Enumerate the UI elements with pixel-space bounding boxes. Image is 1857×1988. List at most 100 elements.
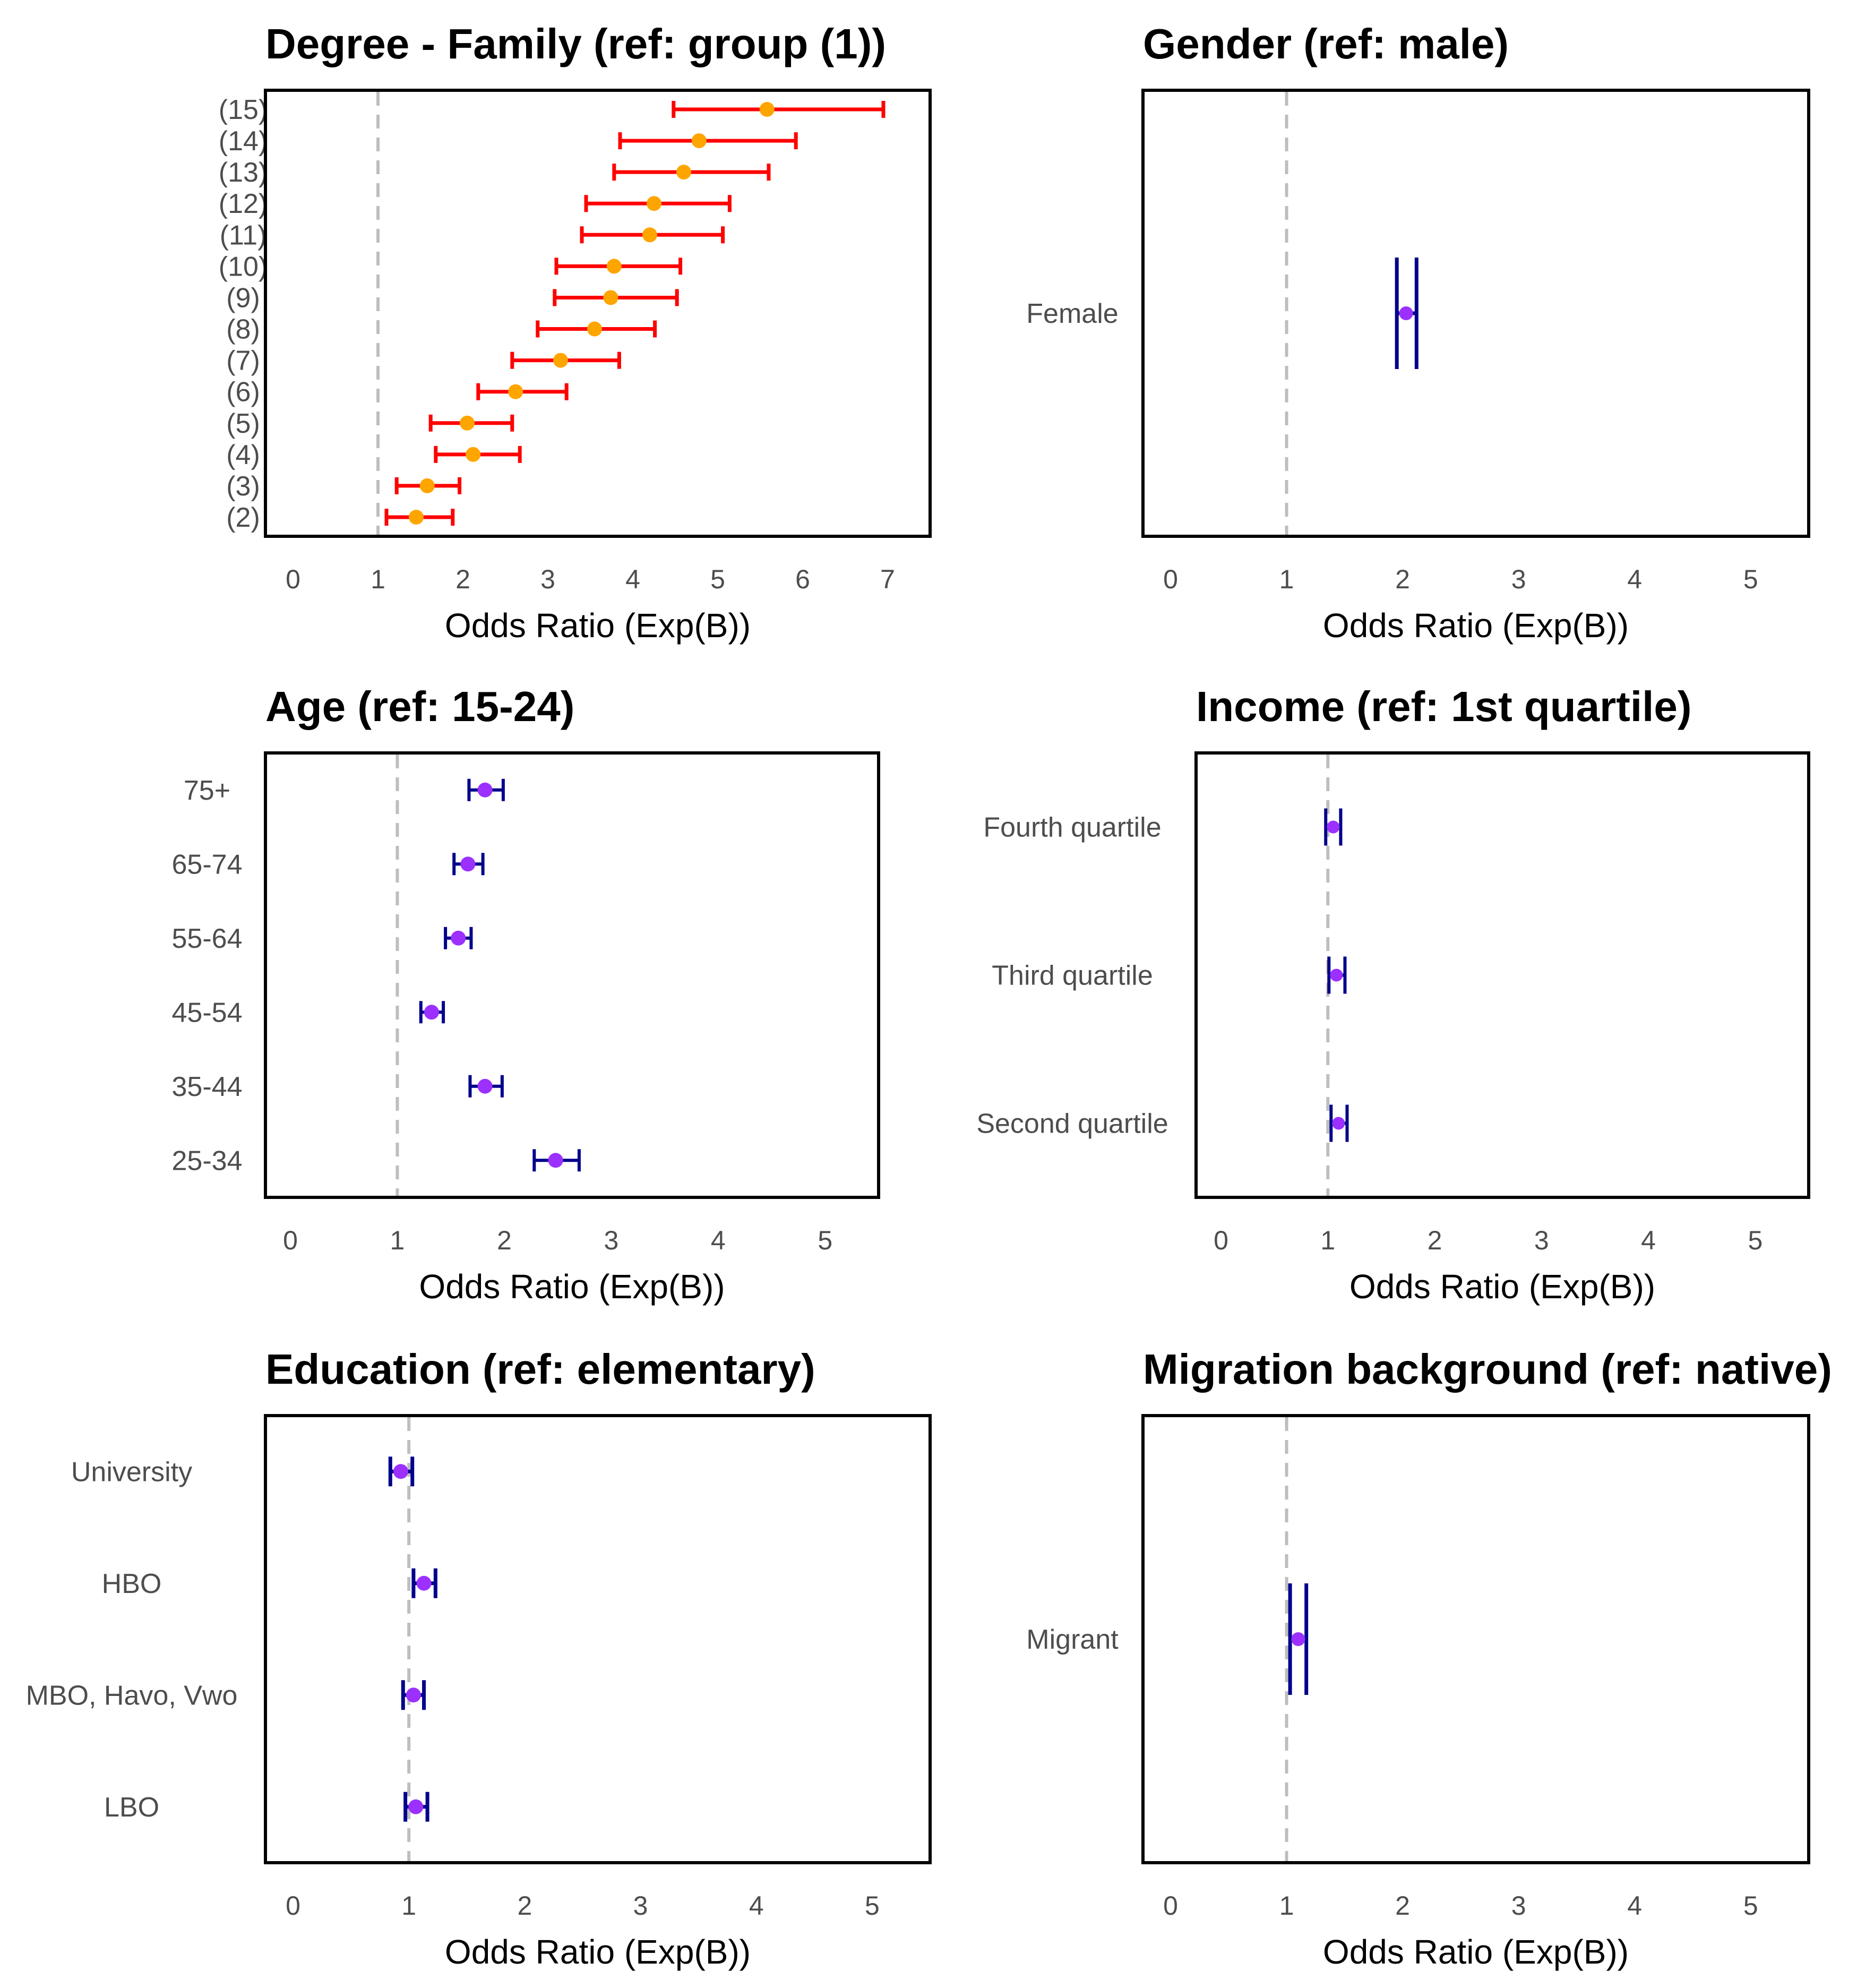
panel-degree-family: Degree - Family (ref: group (1)) (2)(3)(4… bbox=[219, 20, 932, 645]
estimate-point bbox=[642, 227, 657, 243]
x-tick-label: 3 bbox=[540, 564, 555, 594]
category-label: (13) bbox=[219, 157, 268, 188]
error-bar bbox=[394, 477, 462, 494]
category-label: (3) bbox=[226, 471, 260, 502]
category-label: (6) bbox=[226, 377, 260, 408]
x-axis-label: Odds Ratio (Exp(B)) bbox=[1323, 606, 1629, 645]
category-label: Fourth quartile bbox=[983, 812, 1161, 843]
estimate-point bbox=[603, 290, 618, 305]
error-bar bbox=[1327, 956, 1347, 994]
category-label: (11) bbox=[220, 220, 267, 251]
estimate-point bbox=[460, 415, 475, 431]
category-label: (14) bbox=[219, 126, 268, 157]
x-tick-label: 6 bbox=[795, 564, 810, 594]
x-tick-label: 4 bbox=[1627, 564, 1642, 594]
category-label: 65-74 bbox=[172, 849, 243, 880]
category-label: Second quartile bbox=[976, 1109, 1168, 1139]
panel-education: Education (ref: elementary) LBO MBO, Havo,… bbox=[26, 1346, 932, 1971]
estimate-point bbox=[1332, 1117, 1345, 1130]
x-tick-label: 0 bbox=[1163, 564, 1178, 594]
estimate-point bbox=[1291, 1632, 1305, 1646]
x-tick-label: 2 bbox=[497, 1226, 512, 1255]
x-tick-label: 5 bbox=[1748, 1226, 1763, 1255]
error-bar bbox=[553, 289, 679, 306]
error-bar bbox=[532, 1149, 581, 1172]
error-bar bbox=[612, 164, 771, 181]
x-tick-label: 4 bbox=[749, 1891, 764, 1921]
x-tick-label: 0 bbox=[1163, 1891, 1178, 1921]
x-axis-label: Odds Ratio (Exp(B)) bbox=[445, 1933, 751, 1971]
error-bar bbox=[419, 1001, 445, 1024]
estimate-point bbox=[548, 1153, 563, 1168]
estimate-point bbox=[1399, 306, 1413, 320]
panel-title: Migration background (ref: native) bbox=[1143, 1346, 1832, 1393]
category-label: 75+ bbox=[184, 775, 230, 806]
x-tick-label: 3 bbox=[604, 1226, 618, 1255]
category-label: MBO, Havo, Vwo bbox=[26, 1680, 238, 1711]
panel-frame bbox=[264, 1414, 932, 1864]
x-tick-label: 5 bbox=[710, 564, 725, 594]
error-bar bbox=[510, 352, 621, 369]
x-tick-label: 1 bbox=[390, 1226, 405, 1255]
x-tick-label: 2 bbox=[1395, 564, 1410, 594]
category-label: (5) bbox=[226, 408, 260, 439]
category-label: (12) bbox=[219, 188, 268, 219]
error-bar bbox=[1329, 1104, 1349, 1142]
x-tick-label: 0 bbox=[1214, 1226, 1228, 1255]
category-label: (4) bbox=[226, 440, 260, 470]
x-tick-label: 4 bbox=[625, 564, 640, 594]
category-label: 25-34 bbox=[172, 1145, 243, 1176]
error-bar bbox=[467, 778, 505, 801]
x-tick-label: 2 bbox=[1428, 1226, 1442, 1255]
error-bar bbox=[452, 853, 485, 876]
panel-gender: Gender (ref: male) Female 0 1 2 3 4 5 Odds Ratio… bbox=[1026, 20, 1810, 645]
error-bar bbox=[468, 1075, 504, 1098]
category-label: 45-54 bbox=[172, 997, 243, 1028]
panel-title: Gender (ref: male) bbox=[1143, 20, 1509, 67]
error-bar bbox=[434, 445, 522, 463]
panel-title: Age (ref: 15-24) bbox=[265, 683, 574, 730]
x-tick-label: 4 bbox=[1627, 1891, 1642, 1921]
panel-frame bbox=[264, 751, 880, 1199]
x-tick-label: 4 bbox=[1641, 1226, 1656, 1255]
panel-frame bbox=[1194, 751, 1810, 1199]
estimate-point bbox=[508, 384, 523, 399]
estimate-point bbox=[419, 478, 435, 493]
category-label: Migrant bbox=[1026, 1624, 1119, 1655]
estimate-point bbox=[647, 196, 661, 211]
error-bar bbox=[444, 927, 473, 949]
category-label: Female bbox=[1026, 298, 1118, 329]
x-tick-label: 1 bbox=[371, 564, 385, 594]
estimate-point bbox=[408, 1799, 424, 1814]
estimate-point bbox=[1330, 969, 1343, 982]
error-bar bbox=[388, 1456, 415, 1487]
estimate-point bbox=[460, 856, 476, 872]
panel-migration: Migration background (ref: native) Migran… bbox=[1026, 1346, 1832, 1971]
x-axis-label: Odds Ratio (Exp(B)) bbox=[419, 1267, 725, 1306]
x-tick-label: 1 bbox=[1320, 1226, 1335, 1255]
x-tick-label: 5 bbox=[1743, 564, 1758, 594]
error-bar bbox=[580, 226, 725, 244]
panel-title: Degree - Family (ref: group (1)) bbox=[265, 20, 886, 67]
estimate-point bbox=[553, 353, 568, 368]
x-tick-label: 3 bbox=[633, 1891, 648, 1921]
error-bar bbox=[536, 320, 657, 338]
error-bar bbox=[411, 1568, 437, 1598]
error-bar bbox=[584, 195, 732, 212]
estimate-point bbox=[477, 782, 493, 798]
category-label: (7) bbox=[226, 346, 260, 376]
x-tick-label: 5 bbox=[1743, 1891, 1758, 1921]
x-tick-label: 0 bbox=[283, 1226, 298, 1255]
x-tick-label: 2 bbox=[517, 1891, 532, 1921]
estimate-point bbox=[424, 1005, 439, 1020]
panel-age: Age (ref: 15-24) 25-34 35-44 45-54 55-64 65-7… bbox=[172, 683, 880, 1306]
x-tick-label: 4 bbox=[711, 1226, 726, 1255]
category-label: Third quartile bbox=[992, 961, 1153, 991]
x-tick-label: 1 bbox=[1279, 1891, 1294, 1921]
x-axis-label: Odds Ratio (Exp(B)) bbox=[1349, 1267, 1655, 1306]
estimate-point bbox=[587, 321, 602, 337]
category-label: (2) bbox=[226, 502, 260, 533]
category-label: (8) bbox=[226, 314, 260, 345]
x-tick-label: 2 bbox=[455, 564, 470, 594]
